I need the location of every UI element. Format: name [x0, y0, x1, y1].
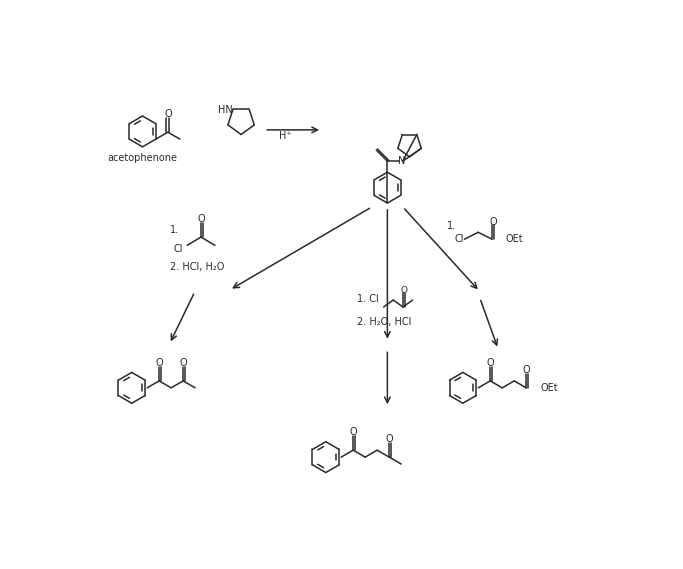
- Text: 1.: 1.: [170, 225, 180, 235]
- Text: Cl: Cl: [455, 234, 464, 244]
- Text: HN: HN: [219, 105, 233, 115]
- Text: O: O: [486, 358, 494, 368]
- Text: O: O: [180, 358, 187, 368]
- Text: O: O: [400, 286, 407, 295]
- Text: 2. H₂O, HCl: 2. H₂O, HCl: [357, 318, 411, 327]
- Text: 1. Cl: 1. Cl: [357, 294, 378, 304]
- Text: OEt: OEt: [506, 234, 524, 244]
- Text: O: O: [198, 215, 206, 224]
- Text: 2. HCl, H₂O: 2. HCl, H₂O: [170, 262, 225, 272]
- Text: O: O: [155, 358, 163, 368]
- Text: O: O: [489, 217, 497, 226]
- Text: N: N: [398, 156, 405, 166]
- Text: acetophenone: acetophenone: [107, 152, 178, 163]
- Text: O: O: [350, 427, 357, 438]
- Text: OEt: OEt: [540, 383, 558, 393]
- Text: 1.: 1.: [447, 221, 456, 231]
- Text: O: O: [385, 434, 393, 444]
- Text: O: O: [522, 365, 530, 375]
- Text: O: O: [164, 109, 171, 119]
- Text: Cl: Cl: [174, 244, 183, 254]
- Text: H⁺: H⁺: [279, 131, 292, 141]
